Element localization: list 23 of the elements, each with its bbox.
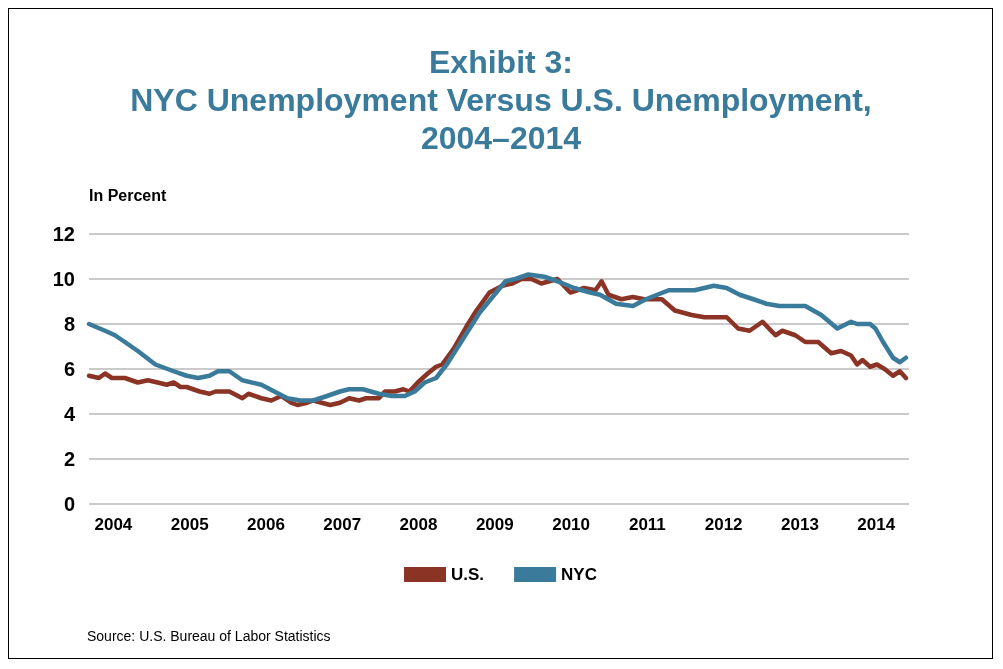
y-tick-label: 0 bbox=[63, 493, 75, 515]
x-tick-label: 2014 bbox=[857, 515, 896, 534]
x-tick-label: 2005 bbox=[170, 515, 209, 534]
x-tick-label: 2004 bbox=[94, 515, 133, 534]
legend-label: NYC bbox=[561, 565, 597, 584]
x-tick-label: 2013 bbox=[781, 515, 819, 534]
y-tick-label: 12 bbox=[52, 223, 75, 245]
x-tick-label: 2006 bbox=[247, 515, 285, 534]
x-tick-label: 2010 bbox=[552, 515, 590, 534]
y-tick-label: 6 bbox=[63, 358, 75, 380]
y-tick-label: 8 bbox=[63, 313, 75, 335]
x-tick-label: 2009 bbox=[475, 515, 514, 534]
x-tick-label: 2012 bbox=[704, 515, 743, 534]
legend-label: U.S. bbox=[451, 565, 485, 584]
y-axis-title: In Percent bbox=[89, 186, 168, 204]
y-tick-label: 4 bbox=[63, 403, 76, 425]
source-note: Source: U.S. Bureau of Labor Statistics bbox=[87, 628, 331, 644]
y-tick-label: 10 bbox=[52, 268, 75, 290]
x-tick-label: 2008 bbox=[399, 515, 438, 534]
y-tick-label: 2 bbox=[63, 448, 75, 470]
x-tick-label: 2011 bbox=[628, 515, 666, 534]
x-tick-label: 2007 bbox=[323, 515, 362, 534]
chart-title: Exhibit 3: NYC Unemployment Versus U.S. Unemployment, 2004–2014 bbox=[130, 44, 872, 156]
